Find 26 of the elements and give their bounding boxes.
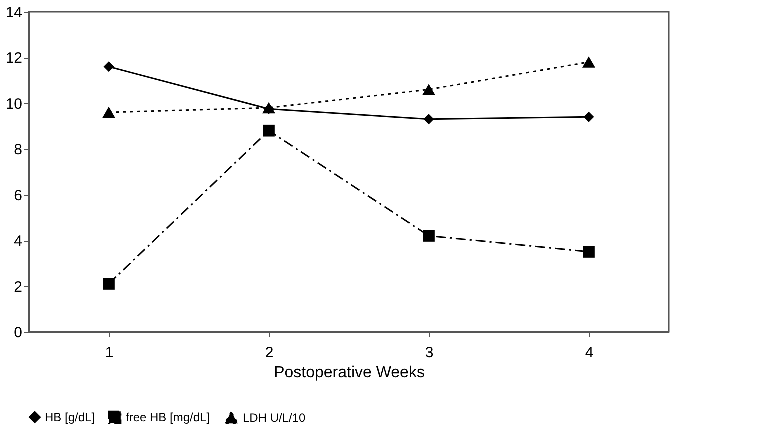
y-tick-label: 0 [14,324,22,342]
point [584,112,594,122]
point [422,84,436,96]
point [424,114,434,125]
x-axis-title: Postoperative Weeks [274,364,425,382]
point [423,230,435,242]
x-tick-label: 4 [585,344,594,362]
y-tick-label: 10 [6,96,22,113]
y-tick-label: 8 [14,142,22,159]
y-tick-label: 2 [14,278,22,296]
legend-label: HB [g/dL] [45,410,96,424]
y-tick-label: 6 [14,187,22,204]
point [102,106,116,118]
point [263,124,275,137]
y-tick-label: 12 [6,50,22,68]
x-tick-label: 1 [105,344,114,362]
legend-label: free HB [mg/dL] [126,410,210,425]
x-tick-label: 2 [265,344,274,362]
point [103,278,115,290]
point [104,62,114,72]
y-tick-label: 14 [6,4,22,22]
y-tick-label: 4 [14,233,22,250]
legend-label: LDH U/L/10 [243,410,306,425]
point [582,56,596,68]
x-tick-label: 3 [425,344,434,362]
point [583,246,595,258]
